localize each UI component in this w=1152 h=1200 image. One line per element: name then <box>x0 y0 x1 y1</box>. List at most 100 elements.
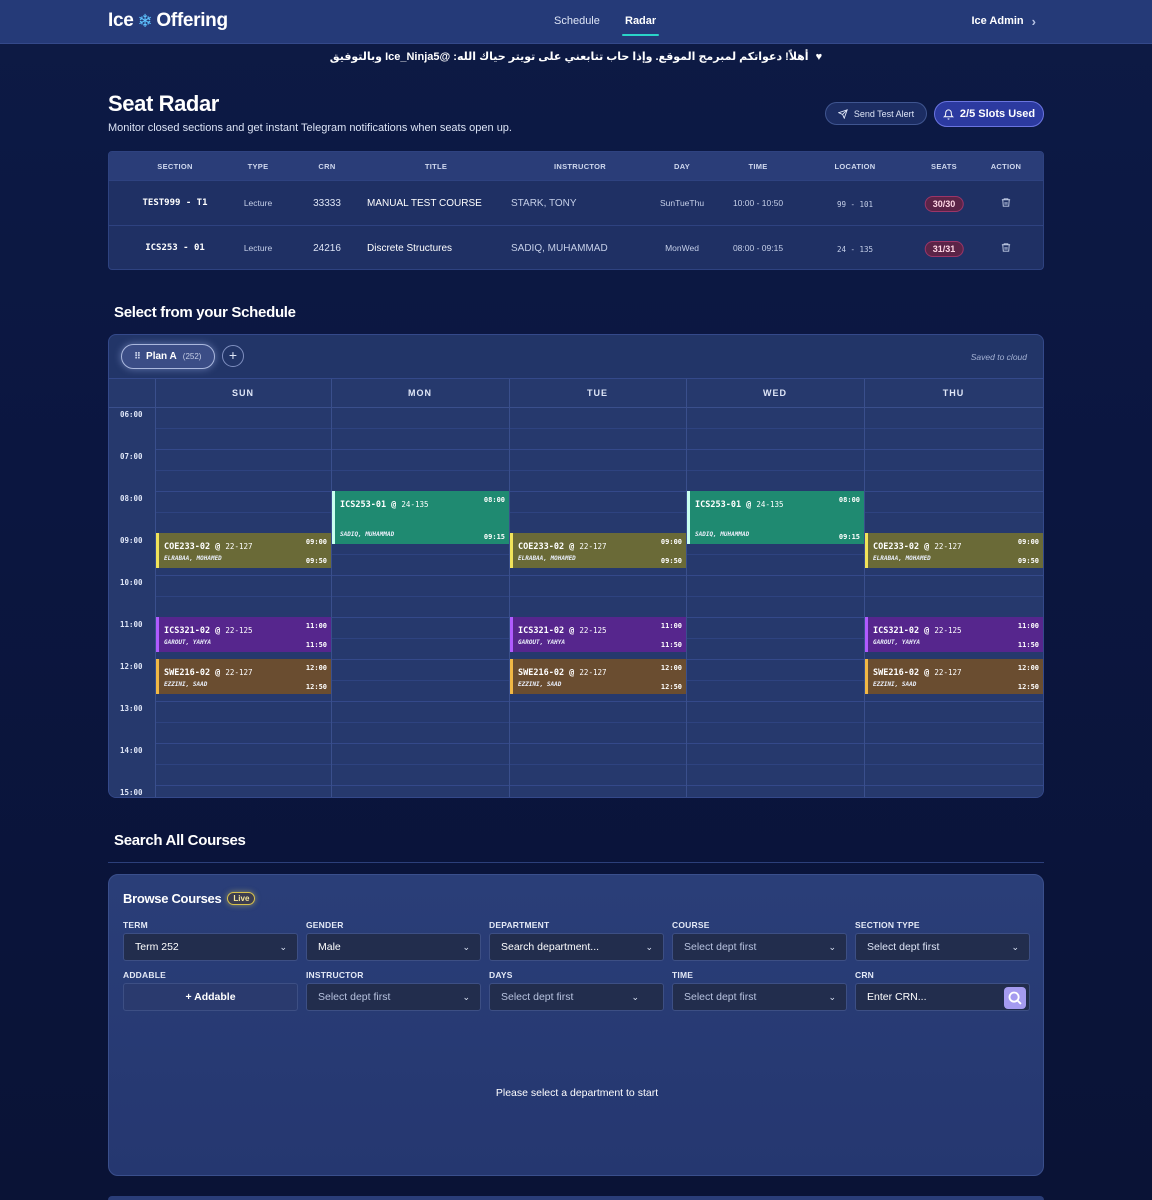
search-section-title: Search All Courses <box>114 832 246 849</box>
chevron-down-icon: ⌄ <box>1011 942 1019 952</box>
schedule-event[interactable]: COE233-02 @ 22-127 ELRABAA, MOHAMED 09:00 0… <box>865 533 1043 568</box>
slots-used-button[interactable]: 2/5 Slots Used <box>934 101 1044 127</box>
trash-icon[interactable] <box>1001 196 1012 209</box>
event-code: ICS321-02 @ 22-125 <box>873 626 962 636</box>
plan-tab[interactable]: ⠿ Plan A (252) <box>121 344 215 369</box>
event-end-time: 12:50 <box>1017 683 1039 691</box>
hour-line <box>155 449 1043 450</box>
send-test-alert-button[interactable]: Send Test Alert <box>825 102 927 125</box>
days-label: DAYS <box>489 970 513 980</box>
time-select[interactable]: Select dept first ⌄ <box>672 983 847 1011</box>
time-cell: 08:00 - 09:15 <box>732 243 784 253</box>
col-day: DAY <box>673 162 691 171</box>
time-label: 13:00 <box>120 704 143 713</box>
chevron-down-icon: ⌄ <box>828 992 836 1002</box>
chevron-right-icon: › <box>1031 13 1036 29</box>
course-select[interactable]: Select dept first ⌄ <box>672 933 847 961</box>
gender-select[interactable]: Male ⌄ <box>306 933 481 961</box>
term-select[interactable]: Term 252 ⌄ <box>123 933 298 961</box>
schedule-event[interactable]: ICS321-02 @ 22-125 GAROUT, YAHYA 11:00 11:5… <box>510 617 686 652</box>
schedule-event[interactable]: ICS253-01 @ 24-135 SADIQ, MUHAMMAD 08:00 09… <box>332 491 509 544</box>
time-label: 15:00 <box>120 788 143 797</box>
section-cell: TEST999 - T1 <box>142 198 208 208</box>
event-code: SWE216-02 @ 22-127 <box>164 668 253 678</box>
nav-radar[interactable]: Radar <box>621 15 660 36</box>
schedule-event[interactable]: SWE216-02 @ 22-127 EZZINI, SAAD 12:00 12:50 <box>510 659 686 694</box>
chevron-down-icon: ⌄ <box>631 992 639 1002</box>
event-code: SWE216-02 @ 22-127 <box>873 668 962 678</box>
crn-placeholder[interactable]: Enter CRN... <box>867 991 927 1003</box>
seats-badge: 30/30 <box>924 196 964 212</box>
event-room: 22-127 <box>225 542 253 551</box>
event-end-time: 09:50 <box>660 557 682 565</box>
event-course: ICS321-02 <box>518 626 565 636</box>
event-end-time: 09:50 <box>305 557 327 565</box>
hour-line <box>155 785 1043 786</box>
event-course: ICS321-02 <box>873 626 920 636</box>
department-select[interactable]: Search department... ⌄ <box>489 933 664 961</box>
chevron-down-icon: ⌄ <box>462 942 470 952</box>
drag-handle-icon[interactable]: ⠿ <box>134 351 141 361</box>
title-cell: MANUAL TEST COURSE <box>367 198 482 209</box>
event-start-time: 09:00 <box>1017 538 1039 546</box>
schedule-event[interactable]: SWE216-02 @ 22-127 EZZINI, SAAD 12:00 12:50 <box>865 659 1043 694</box>
nav-schedule[interactable]: Schedule <box>554 15 600 27</box>
day-header-wed: WED <box>763 388 787 398</box>
schedule-event[interactable]: ICS253-01 @ 24-135 SADIQ, MUHAMMAD 08:00 09… <box>687 491 864 544</box>
instructor-select[interactable]: Select dept first ⌄ <box>306 983 481 1011</box>
term-value: Term 252 <box>135 941 179 953</box>
event-room: 22-125 <box>225 626 253 635</box>
location-cell: 99 - 101 <box>836 200 874 209</box>
crn-field[interactable]: Enter CRN... <box>855 983 1030 1011</box>
half-hour-line <box>155 470 1043 471</box>
time-label: 08:00 <box>120 494 143 503</box>
col-title: TITLE <box>424 162 448 171</box>
instructor-value: Select dept first <box>318 991 391 1003</box>
time-label: 12:00 <box>120 662 143 671</box>
section-type-select[interactable]: Select dept first ⌄ <box>855 933 1030 961</box>
schedule-event[interactable]: ICS321-02 @ 22-125 GAROUT, YAHYA 11:00 11:5… <box>865 617 1043 652</box>
day-header-tue: TUE <box>587 388 608 398</box>
schedule-event[interactable]: SWE216-02 @ 22-127 EZZINI, SAAD 12:00 12:50 <box>156 659 331 694</box>
event-start-time: 11:00 <box>1017 622 1039 630</box>
schedule-panel: ⠿ Plan A (252) + Saved to cloud SUN MON TU… <box>108 334 1044 798</box>
section-cell: ICS253 - 01 <box>145 243 205 253</box>
event-code: ICS253-01 @ 24-135 <box>695 500 784 510</box>
addable-label: ADDABLE <box>123 970 166 980</box>
days-select[interactable]: Select dept first ⌄ <box>489 983 664 1011</box>
half-hour-line <box>155 722 1043 723</box>
table-row: ICS253 - 01 Lecture 24216 Discrete Struc… <box>109 225 1043 269</box>
event-room: 24-135 <box>756 500 784 509</box>
instructor-cell: SADIQ, MUHAMMAD <box>511 243 608 254</box>
days-value: Select dept first <box>501 991 574 1003</box>
event-room: 22-127 <box>579 542 607 551</box>
schedule-event[interactable]: COE233-02 @ 22-127 ELRABAA, MOHAMED 09:00 0… <box>510 533 686 568</box>
saved-status: Saved to cloud <box>970 352 1027 362</box>
event-end-time: 09:50 <box>1017 557 1039 565</box>
event-instructor: GAROUT, YAHYA <box>164 639 211 646</box>
schedule-event[interactable]: ICS321-02 @ 22-125 GAROUT, YAHYA 11:00 11:5… <box>156 617 331 652</box>
event-instructor: SADIQ, MUHAMMAD <box>340 531 395 538</box>
day-column-line <box>1043 379 1044 798</box>
time-label: 07:00 <box>120 452 143 461</box>
event-start-time: 12:00 <box>660 664 682 672</box>
schedule-event[interactable]: COE233-02 @ 22-127 ELRABAA, MOHAMED 09:00 0… <box>156 533 331 568</box>
addable-toggle[interactable]: + Addable <box>123 983 298 1011</box>
chevron-down-icon: ⌄ <box>645 942 653 952</box>
bell-icon <box>942 108 954 120</box>
gender-label: GENDER <box>306 920 344 930</box>
add-plan-button[interactable]: + <box>222 345 244 367</box>
announcement-banner: أهلاً! دعواتكم لمبرمج الموقع. وإذا حاب ت… <box>0 44 1152 70</box>
time-value: Select dept first <box>684 991 757 1003</box>
half-hour-line <box>155 596 1043 597</box>
user-menu-button[interactable]: Ice Admin › <box>971 13 1036 29</box>
crn-search-button[interactable] <box>1004 987 1026 1009</box>
time-label: 14:00 <box>120 746 143 755</box>
app-logo[interactable]: Ice ❄ Offering <box>108 10 228 32</box>
crn-cell: 24216 <box>313 243 341 254</box>
user-name: Ice Admin <box>971 15 1024 27</box>
trash-icon[interactable] <box>1001 241 1012 254</box>
snowflake-icon: ❄ <box>137 10 153 31</box>
event-start-time: 11:00 <box>305 622 327 630</box>
event-end-time: 11:50 <box>305 641 327 649</box>
